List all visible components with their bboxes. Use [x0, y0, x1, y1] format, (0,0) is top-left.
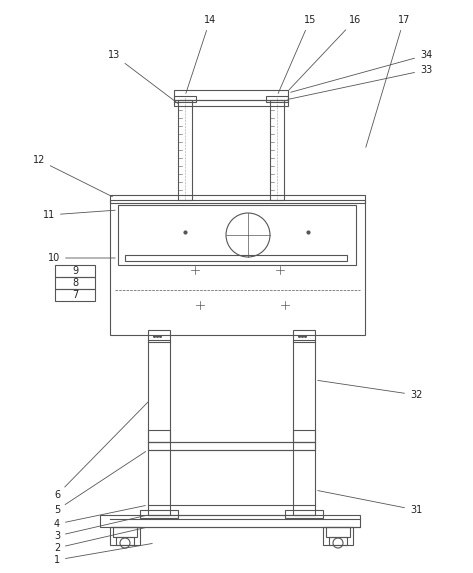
Bar	[178, 100, 192, 200]
Text: 7: 7	[72, 290, 78, 300]
Text: 15: 15	[278, 15, 316, 93]
Text: 8: 8	[72, 278, 78, 288]
Bar	[174, 96, 196, 102]
Text: 17: 17	[366, 15, 410, 147]
Bar	[270, 100, 284, 200]
Bar	[293, 340, 315, 515]
Text: 14: 14	[186, 15, 216, 93]
Bar	[118, 205, 356, 265]
Text: 12: 12	[33, 155, 113, 197]
Text: 34: 34	[291, 50, 432, 92]
Text: 13: 13	[108, 50, 178, 103]
Bar	[100, 515, 360, 527]
Bar	[110, 200, 365, 335]
Bar	[148, 442, 315, 450]
Bar	[148, 340, 170, 515]
Bar	[113, 527, 137, 537]
Text: 16: 16	[289, 15, 361, 90]
Text: 33: 33	[288, 65, 432, 100]
Text: 31: 31	[318, 490, 422, 515]
Bar	[174, 100, 288, 106]
Bar	[140, 510, 178, 518]
Bar	[285, 510, 323, 518]
Text: 32: 32	[318, 380, 422, 400]
Text: 3: 3	[54, 516, 145, 541]
Bar	[326, 527, 350, 537]
Bar	[293, 330, 315, 342]
Text: 5: 5	[54, 452, 146, 515]
Bar	[55, 289, 95, 301]
Text: 1: 1	[54, 543, 152, 565]
Bar	[55, 265, 95, 277]
Bar	[110, 195, 365, 203]
Bar	[125, 255, 347, 261]
Text: 9: 9	[72, 266, 78, 276]
Bar	[323, 527, 353, 545]
Bar	[148, 430, 170, 442]
Bar	[266, 96, 288, 102]
Text: 11: 11	[43, 210, 115, 220]
Text: 10: 10	[48, 253, 115, 263]
Text: 6: 6	[54, 402, 148, 500]
Bar	[116, 537, 134, 545]
Bar	[329, 537, 347, 545]
Text: 4: 4	[54, 505, 145, 529]
Bar	[293, 430, 315, 442]
Text: 2: 2	[54, 528, 145, 553]
Bar	[174, 90, 288, 100]
Bar	[110, 527, 140, 545]
Bar	[55, 277, 95, 289]
Bar	[148, 330, 170, 342]
